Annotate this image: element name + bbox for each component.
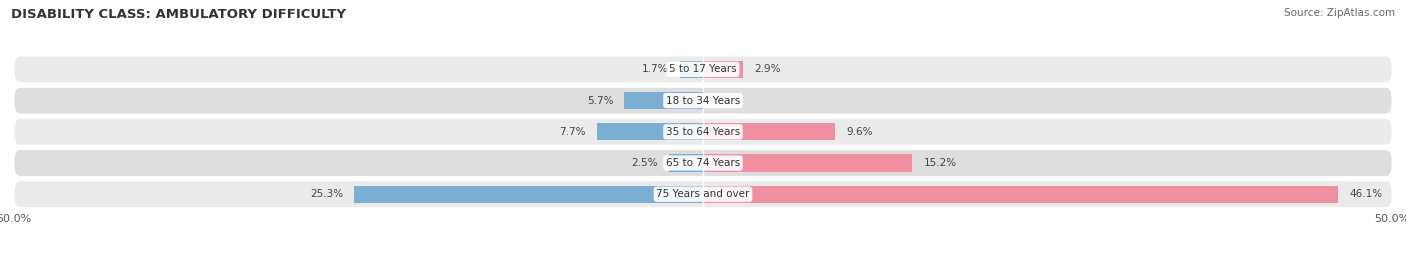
Text: 2.9%: 2.9% (754, 64, 780, 75)
Text: 35 to 64 Years: 35 to 64 Years (666, 127, 740, 137)
Text: 2.5%: 2.5% (631, 158, 658, 168)
Bar (669, 154, 703, 172)
Text: 65 to 74 Years: 65 to 74 Years (666, 158, 740, 168)
Bar (679, 61, 703, 78)
FancyBboxPatch shape (14, 87, 1392, 114)
Bar (598, 123, 703, 140)
Bar (703, 154, 912, 172)
Text: Source: ZipAtlas.com: Source: ZipAtlas.com (1284, 8, 1395, 18)
FancyBboxPatch shape (14, 150, 1392, 176)
FancyBboxPatch shape (14, 181, 1392, 207)
Text: 0.0%: 0.0% (714, 95, 741, 106)
Text: 5 to 17 Years: 5 to 17 Years (669, 64, 737, 75)
Text: DISABILITY CLASS: AMBULATORY DIFFICULTY: DISABILITY CLASS: AMBULATORY DIFFICULTY (11, 8, 346, 21)
Text: 25.3%: 25.3% (311, 189, 343, 199)
Text: 5.7%: 5.7% (586, 95, 613, 106)
Text: 18 to 34 Years: 18 to 34 Years (666, 95, 740, 106)
Bar (354, 186, 703, 203)
Bar (703, 61, 742, 78)
Text: 15.2%: 15.2% (924, 158, 956, 168)
FancyBboxPatch shape (14, 119, 1392, 145)
Text: 9.6%: 9.6% (846, 127, 873, 137)
Text: 1.7%: 1.7% (643, 64, 669, 75)
Bar (703, 123, 835, 140)
Text: 7.7%: 7.7% (560, 127, 586, 137)
FancyBboxPatch shape (14, 56, 1392, 83)
Text: 46.1%: 46.1% (1350, 189, 1382, 199)
Bar (703, 186, 1339, 203)
Bar (624, 92, 703, 109)
Text: 75 Years and over: 75 Years and over (657, 189, 749, 199)
